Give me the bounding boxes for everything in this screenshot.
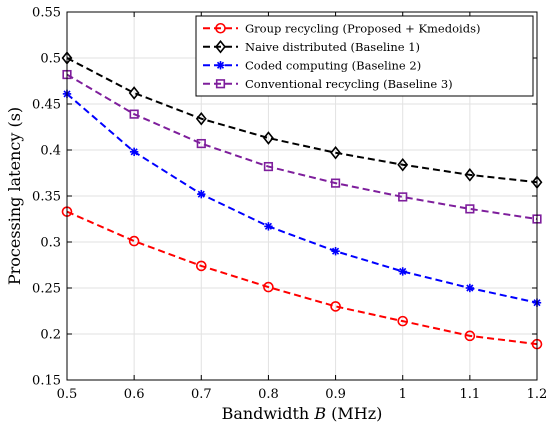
x-tick-label: 0.8 (258, 387, 279, 402)
y-tick-label: 0.3 (40, 236, 61, 251)
x-tick-label: 0.6 (124, 387, 145, 402)
data-point-stroke (466, 284, 474, 292)
legend-marker (216, 61, 225, 70)
data-point-stroke (399, 267, 407, 276)
legend-marker (215, 22, 226, 34)
x-tick-label: 1.1 (460, 387, 481, 402)
data-point-stroke (264, 222, 272, 230)
data-point (464, 330, 476, 342)
data-point (465, 204, 475, 214)
legend-item: Naive distributed (Baseline 1) (203, 40, 420, 54)
x-axis-label-unit: (MHz) (331, 404, 382, 423)
data-point-stroke (332, 247, 340, 255)
legend-marker-stroke (216, 61, 225, 69)
x-tick-label: 0.9 (325, 387, 346, 402)
y-tick-label: 0.2 (40, 328, 61, 343)
y-tick-label: 0.15 (32, 374, 61, 389)
x-axis-label-variable: B (313, 404, 326, 423)
series-line (66, 93, 538, 304)
y-tick-label: 0.45 (32, 98, 61, 113)
legend-item: Conventional recycling (Baseline 3) (203, 77, 453, 91)
data-point (263, 131, 274, 145)
y-tick-label: 0.25 (32, 282, 61, 297)
data-point-stroke (130, 148, 138, 156)
legend-label: Group recycling (Proposed + Kmedoids) (245, 21, 480, 35)
axis-ticks: 0.5 0.6 0.7 0.8 0.9 1 1.1 1.2 0.15 0.2 0.25 0.3 0.35… (32, 6, 547, 403)
data-point (464, 168, 476, 182)
data-point (330, 145, 341, 160)
data-point (195, 111, 207, 126)
x-tick-label: 0.7 (191, 387, 212, 402)
legend-label: Naive distributed (Baseline 1) (245, 40, 420, 54)
data-point (263, 161, 274, 172)
x-tick-label: 1 (399, 387, 407, 402)
data-point (263, 281, 274, 293)
x-axis-label: Bandwidth B (MHz) (222, 404, 383, 423)
series-line (66, 210, 538, 346)
data-point-stroke (197, 190, 205, 198)
y-tick-label: 0.55 (32, 6, 61, 21)
data-point (398, 267, 407, 276)
data-point (465, 283, 475, 293)
legend-item: Group recycling (Proposed + Kmedoids) (203, 21, 480, 35)
legend-item: Coded computing (Baseline 2) (203, 58, 421, 72)
y-tick-label: 0.4 (40, 144, 61, 159)
data-point (398, 192, 408, 202)
data-point (264, 222, 273, 231)
legend-label: Coded computing (Baseline 2) (245, 58, 421, 72)
data-point (397, 157, 409, 172)
legend-box (195, 15, 534, 97)
data-point (197, 189, 206, 199)
y-tick-label: 0.35 (32, 190, 61, 205)
x-tick-label: 0.5 (57, 387, 78, 402)
series-line (66, 57, 538, 184)
x-axis-label-text: Bandwidth (222, 404, 310, 423)
data-point (129, 147, 139, 157)
legend-marker (215, 39, 226, 54)
x-tick-label: 1.2 (527, 387, 548, 402)
legend: Group recycling (Proposed + Kmedoids) Nai… (195, 15, 534, 97)
data-point (128, 86, 140, 100)
data-point (195, 260, 207, 272)
data-point (128, 235, 140, 247)
series-line (66, 73, 538, 220)
y-axis-label: Processing latency (s) (5, 107, 24, 285)
data-point (330, 301, 341, 312)
data-point (330, 178, 341, 188)
y-tick-label: 0.5 (40, 52, 61, 67)
data-point (397, 315, 409, 327)
legend-marker (215, 79, 226, 89)
legend-label: Conventional recycling (Baseline 3) (245, 77, 453, 91)
data-point (129, 109, 139, 119)
data-point (331, 247, 340, 256)
data-point (196, 138, 206, 149)
